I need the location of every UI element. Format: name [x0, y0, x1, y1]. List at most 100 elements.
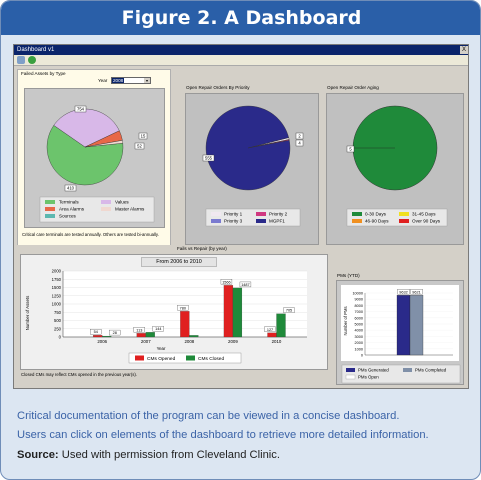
- data-label: 705: [286, 309, 292, 313]
- dashboard-window: Dashboard v1 X Failed Assets by Type Yea…: [13, 44, 469, 389]
- pie-slice-master-alarms[interactable]: [84, 140, 124, 148]
- bar-cms-closed-2006[interactable]: [102, 335, 112, 338]
- failed-assets-pie[interactable]: 754 15 52 410 Terminals Values Area Alar…: [25, 89, 166, 229]
- legend-swatch: [256, 212, 266, 216]
- pie-slice-values[interactable]: [53, 108, 120, 148]
- refresh-icon[interactable]: [28, 56, 36, 64]
- caption-line-1: Critical documentation of the program ca…: [17, 410, 400, 422]
- year-select[interactable]: 2008 ▾: [111, 77, 151, 84]
- data-label-box: [220, 279, 233, 285]
- legend-swatch: [256, 219, 266, 223]
- bar-cms-opened-2009[interactable]: [223, 285, 234, 338]
- bar-cms-closed-2010[interactable]: [276, 313, 286, 338]
- legend-0-30-days: 0-30 Days: [365, 212, 387, 217]
- y-tick-label: 10000: [352, 292, 363, 296]
- callout-box: [74, 105, 87, 113]
- data-label: 1566: [222, 280, 230, 284]
- pie-callout-410: 410: [67, 186, 75, 191]
- window-title: Dashboard v1: [17, 47, 55, 53]
- callout-box: [295, 132, 304, 140]
- year-select-value: 2008: [112, 78, 125, 83]
- bar-cms-opened-2010[interactable]: [267, 332, 277, 338]
- fails-vs-repair-panel: Fails vs Repair (by year) From 2006 to 2…: [17, 245, 330, 380]
- y-tick-label: 4000: [355, 329, 363, 333]
- y-tick-label: 1750: [52, 277, 62, 282]
- failed-assets-title: Failed Assets by Type: [21, 71, 66, 76]
- data-label: 113: [136, 328, 142, 332]
- bar-pms-generated[interactable]: [396, 295, 411, 356]
- repair-priority-chart-area: 2 4 555 Priority 1 Priority 2 Priority 3…: [185, 93, 319, 245]
- pms-panel: PMs (YTD) Number of PMs 0 1000 2000 3000 400…: [335, 273, 464, 385]
- pie-slice-mgpf1[interactable]: [205, 105, 291, 191]
- bar-cms-closed-2009[interactable]: [232, 287, 243, 338]
- legend-pms-generated: PMs Generated: [358, 368, 389, 373]
- repair-aging-panel: Open Repair Order Aging 5 0-30 Days 31-4…: [325, 85, 464, 245]
- y-tick-label: 8000: [355, 304, 363, 308]
- data-label: 28: [113, 331, 117, 335]
- legend-swatch: [399, 219, 409, 223]
- callout-box: [64, 184, 77, 192]
- fails-vs-repair-chart[interactable]: Number of Assets Year 0 250 500 750 1000 1250…: [21, 255, 329, 371]
- print-icon[interactable]: [17, 56, 25, 64]
- y-axis-label: Number of Assets: [25, 295, 30, 330]
- legend-swatch: [45, 207, 55, 211]
- data-label-box: [410, 289, 423, 295]
- data-label: 127: [267, 328, 273, 332]
- year-label: Year: [98, 78, 108, 83]
- y-tick-label: 500: [54, 318, 62, 323]
- pms-title: PMs (YTD): [337, 273, 360, 278]
- figure-source: Source: Used with permission from Clevel…: [17, 449, 280, 461]
- chevron-down-icon[interactable]: ▾: [144, 78, 150, 83]
- legend-swatch: [101, 200, 111, 204]
- pie-callout-754: 754: [77, 107, 85, 112]
- y-tick-label: 9000: [355, 298, 363, 302]
- pms-chart[interactable]: Number of PMs 0 1000 2000 3000 4000 5000 6000 7…: [337, 281, 465, 386]
- x-tick-label: 2006: [97, 339, 107, 344]
- pie-callout-4: 4: [298, 141, 301, 146]
- repair-aging-pie[interactable]: 5 0-30 Days 31-45 Days 46-90 Days Over 9…: [327, 94, 465, 246]
- y-tick-label: 1500: [52, 285, 62, 290]
- toolbar: [14, 55, 468, 66]
- pms-legend: [341, 364, 461, 384]
- legend-swatch: [352, 219, 362, 223]
- close-button[interactable]: X: [460, 46, 468, 54]
- bar-cms-opened-2007[interactable]: [136, 333, 146, 338]
- legend-swatch: [45, 214, 55, 218]
- y-tick-label: 0: [361, 354, 363, 358]
- x-tick-label: 2008: [184, 339, 194, 344]
- repair-aging-title: Open Repair Order Aging: [327, 85, 379, 90]
- pie-slice-terminals[interactable]: [46, 125, 124, 186]
- bar-cms-closed-2008[interactable]: [189, 335, 199, 338]
- legend-over-90-days: Over 90 Days: [412, 219, 441, 224]
- legend-terminals: Terminals: [59, 200, 79, 205]
- data-label-box: [152, 326, 164, 332]
- bar-cms-opened-2008[interactable]: [180, 311, 190, 338]
- legend-cms-closed: CMs Closed: [198, 356, 224, 362]
- y-tick-label: 250: [54, 326, 62, 331]
- repair-priority-pie[interactable]: 2 4 555 Priority 1 Priority 2 Priority 3…: [186, 94, 320, 246]
- repair-aging-chart-area: 5 0-30 Days 31-45 Days 46-90 Days Over 9…: [326, 93, 464, 245]
- bar-cms-opened-2006[interactable]: [93, 335, 103, 338]
- legend-values: Values: [115, 200, 129, 205]
- bar-cms-closed-2007[interactable]: [145, 332, 155, 338]
- window-titlebar: Dashboard v1 X: [14, 45, 468, 55]
- repair-priority-panel: Open Repair Orders By Priority 2 4 555 P…: [184, 85, 319, 245]
- legend-pms-open: PMs Open: [358, 375, 379, 380]
- fails-legend: [128, 352, 242, 364]
- legend-priority-3: Priority 3: [224, 219, 243, 224]
- y-tick-label: 2000: [52, 269, 62, 274]
- failed-assets-legend: [39, 196, 155, 223]
- legend-46-90-days: 46-90 Days: [365, 219, 389, 224]
- repair-priority-legend: [205, 208, 301, 227]
- legend-priority-2: Priority 2: [269, 212, 288, 217]
- pms-y-axis-label: Number of PMs: [343, 306, 348, 335]
- legend-master-alarms: Master Alarms: [115, 207, 145, 212]
- y-tick-label: 3000: [355, 335, 363, 339]
- callout-box: [138, 132, 148, 140]
- callout-box: [202, 154, 215, 162]
- y-tick-label: 1000: [52, 302, 62, 307]
- source-label: Source:: [17, 449, 59, 461]
- bar-pms-completed[interactable]: [409, 295, 424, 356]
- x-tick-label: 2007: [141, 339, 151, 344]
